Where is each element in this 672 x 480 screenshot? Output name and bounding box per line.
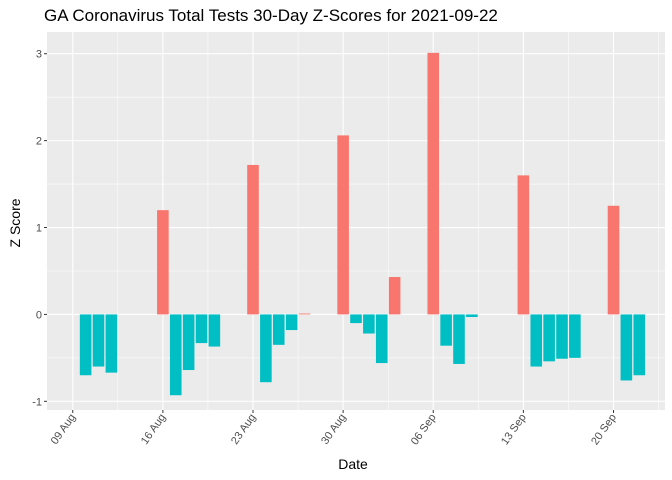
y-tick-label: 3	[36, 49, 42, 61]
x-axis: 09 Aug 16 Aug 23 Aug 30 Aug 06 Sep 13 Sep 20 S…	[49, 410, 619, 447]
bar	[569, 314, 581, 358]
bar	[633, 314, 646, 376]
y-tick-label: 2	[36, 136, 42, 148]
bar	[427, 52, 440, 315]
bar	[169, 314, 182, 396]
x-tick-label: 09 Aug	[49, 412, 78, 447]
bar	[92, 314, 105, 367]
bar	[556, 314, 568, 359]
bar	[543, 314, 555, 362]
x-axis-title: Date	[338, 456, 368, 472]
bar	[247, 164, 259, 315]
x-tick-label: 06 Sep	[409, 412, 439, 447]
bar	[208, 314, 221, 347]
bar	[79, 314, 92, 376]
minor-gridlines	[47, 32, 665, 410]
bar	[607, 205, 620, 315]
bar	[375, 314, 388, 364]
bar	[157, 210, 169, 315]
bar	[195, 314, 208, 344]
y-tick-label: 1	[36, 223, 42, 235]
bar	[517, 175, 530, 315]
bar	[105, 314, 118, 373]
bar	[272, 314, 285, 345]
bar	[363, 314, 375, 334]
bar	[285, 314, 298, 331]
y-tick-label: -1	[32, 396, 42, 408]
x-tick-label: 13 Sep	[499, 412, 529, 447]
y-axis: -1 0 1 2 3	[32, 49, 47, 408]
bar	[350, 314, 362, 324]
bar	[620, 314, 633, 381]
y-tick-label: 0	[36, 309, 42, 321]
bar	[260, 314, 272, 383]
x-tick-label: 23 Aug	[229, 412, 258, 447]
x-tick-label: 16 Aug	[139, 412, 168, 447]
bar	[182, 314, 195, 371]
bar	[440, 314, 452, 346]
y-axis-title: Z Score	[7, 198, 23, 247]
bar	[453, 314, 465, 364]
bars	[79, 52, 646, 396]
bar	[388, 277, 401, 315]
bar	[530, 314, 543, 367]
chart-title: GA Coronavirus Total Tests 30-Day Z-Scor…	[44, 6, 498, 25]
bar	[337, 135, 349, 315]
bar	[298, 313, 311, 315]
bar	[466, 314, 478, 318]
x-tick-label: 30 Aug	[319, 412, 348, 447]
x-tick-label: 20 Sep	[589, 412, 619, 447]
